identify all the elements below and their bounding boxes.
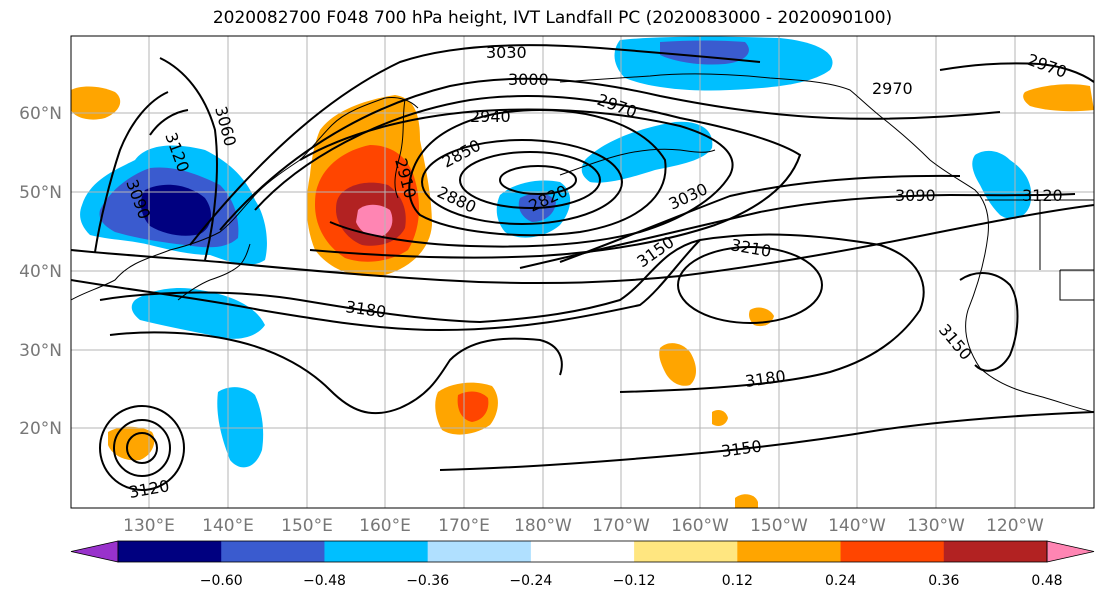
colorbar-tick-label: 0.12: [722, 573, 753, 589]
coastline-asia: [71, 97, 419, 301]
longitude-labels: 130°E 140°E 150°E 160°E 170°E 180°W 170°…: [123, 516, 1044, 536]
colorbar-tick-label: 0.36: [928, 573, 959, 589]
coastline-japan: [177, 243, 251, 301]
contour-3180: [99, 233, 925, 393]
contour-3030-east: [559, 174, 961, 263]
map-frame: [70, 35, 1095, 509]
lat-label: 20°N: [19, 419, 62, 439]
lon-label: 170°W: [592, 516, 650, 536]
colorbar-border: [117, 540, 1048, 563]
lon-label: 140°E: [202, 516, 254, 536]
positive-anomaly-hawaii-islands: [712, 410, 728, 426]
coastline-alaska: [559, 73, 989, 236]
contour-label: 3000: [508, 70, 549, 89]
contour-3030: [189, 44, 761, 246]
lon-label: 120°W: [986, 516, 1044, 536]
map-title: 2020082700 F048 700 hPa height, IVT Land…: [212, 8, 893, 28]
colorbar: −0.60 −0.48 −0.36 −0.24 −0.12 0.12 0.24 0.36 0.4…: [70, 540, 1095, 589]
contour-3150-east: [959, 272, 1019, 372]
negative-anomaly-pacific-northwest: [972, 150, 1032, 219]
colorbar-segment: [118, 541, 222, 562]
contour-2970: [254, 95, 802, 259]
contour-label: 2970: [872, 79, 913, 98]
lon-label: 170°E: [438, 516, 490, 536]
contour-3090-east: [519, 193, 1076, 269]
contour-2910: [408, 108, 667, 237]
colorbar-tick-label: −0.60: [200, 573, 243, 589]
colorbar-segment: [737, 541, 842, 562]
colorbar-segment: [530, 541, 635, 562]
colorbar-segment: [221, 541, 325, 562]
contour-3120: [71, 204, 1094, 285]
lon-label: 150°E: [281, 516, 333, 536]
colorbar-segment: [427, 541, 532, 562]
colorbar-segment: [324, 541, 429, 562]
positive-anomaly-hawaii-north: [659, 343, 696, 386]
coastlines: [71, 73, 1094, 413]
colorbar-tick-label: −0.36: [406, 573, 449, 589]
contour-label: 3030: [486, 43, 527, 62]
contour-3120-small-low-inner: [113, 419, 171, 477]
contour-2820: [499, 165, 577, 195]
ivt-shading-layer: [71, 36, 1094, 508]
positive-anomaly-subtropics-east-asia: [108, 426, 155, 461]
negative-anomaly-subtropics: [217, 387, 264, 468]
contour-label: 3090: [895, 186, 936, 205]
colorbar-tick-label: −0.48: [303, 573, 346, 589]
colorbar-tick-label: 0.24: [825, 573, 856, 589]
positive-anomaly-southern-small: [735, 494, 758, 508]
extreme-positive-anomaly-core: [356, 204, 393, 237]
very-strong-negative-anomaly-core: [140, 184, 212, 236]
contour-3120-small-low-outer: [99, 405, 185, 491]
height-contours: [71, 44, 1094, 491]
lon-label: 180°W: [514, 516, 572, 536]
latitude-labels: 60°N 50°N 40°N 30°N 20°N: [19, 104, 62, 439]
lat-label: 40°N: [19, 262, 62, 282]
negative-anomaly-japan-sea: [131, 288, 265, 339]
colorbar-segment: [943, 541, 1048, 562]
contour-3150: [71, 239, 701, 332]
contour-2970-northeast: [939, 62, 1094, 83]
negative-anomaly-aleutian-chain: [581, 121, 713, 183]
coastline-aleutians: [559, 148, 716, 176]
lon-label: 130°E: [123, 516, 175, 536]
colorbar-tick-label: 0.48: [1031, 573, 1062, 589]
colorbar-tick-label: −0.12: [613, 573, 656, 589]
contour-3000: [219, 77, 1001, 231]
lat-label: 50°N: [19, 183, 62, 203]
coastline-kamchatka: [394, 99, 406, 199]
state-borders: [1039, 200, 1094, 301]
contour-3090: [94, 91, 169, 253]
contour-2880: [421, 139, 623, 225]
contour-3180-south: [109, 331, 563, 415]
contour-label: 2940: [470, 107, 511, 126]
strong-positive-anomaly-subtropics-central: [457, 391, 489, 422]
contour-2940: [299, 108, 734, 248]
positive-anomaly-northwest-corner: [71, 86, 121, 120]
lon-label: 160°E: [359, 516, 411, 536]
contour-3120-west: [149, 109, 189, 136]
lon-label: 140°W: [828, 516, 886, 536]
contour-3120-small-low-core: [126, 432, 158, 464]
lat-label: 30°N: [19, 341, 62, 361]
colorbar-extend-high: [1046, 540, 1095, 563]
colorbar-extend-low: [70, 540, 119, 563]
lon-label: 130°W: [907, 516, 965, 536]
contour-3150-south: [439, 411, 1094, 471]
colorbar-segment: [840, 541, 945, 562]
contour-3060: [159, 57, 218, 261]
colorbar-tick-label: −0.24: [509, 573, 552, 589]
contour-3210: [677, 246, 823, 324]
positive-anomaly-northeast-corner: [1023, 84, 1094, 112]
colorbar-segment: [634, 541, 738, 562]
contour-label: 3120: [1022, 186, 1063, 205]
lon-label: 160°W: [671, 516, 729, 536]
lon-label: 150°W: [750, 516, 808, 536]
contour-2850: [459, 151, 601, 209]
graticule: [71, 36, 1094, 508]
lat-label: 60°N: [19, 104, 62, 124]
